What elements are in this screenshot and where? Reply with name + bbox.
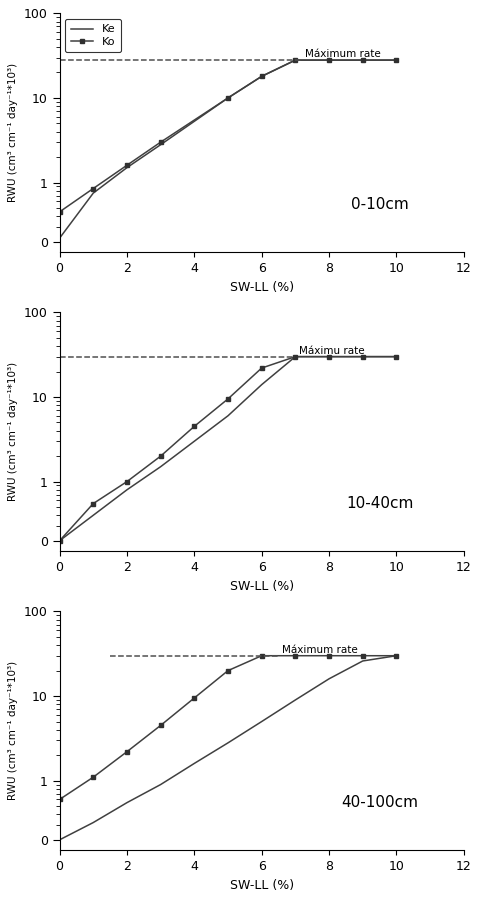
Text: 10-40cm: 10-40cm [346,496,413,511]
Ke [158,140,164,150]
Ko [192,421,197,432]
Ko [124,160,130,171]
Ko [360,651,366,661]
Ke [57,233,62,244]
Ko [158,720,164,731]
Ke [90,510,96,521]
X-axis label: SW-LL (%): SW-LL (%) [229,878,294,892]
Line: Ke: Ke [60,60,396,239]
Ke [326,673,332,684]
Ke [394,351,399,362]
Line: Ke: Ke [60,356,396,541]
Ke [292,695,298,706]
Ke [326,351,332,362]
Ke [124,797,130,808]
Line: Ko: Ko [57,58,399,214]
Ke [259,71,264,82]
Ke [124,484,130,495]
Ke [192,436,197,446]
Ko [124,476,130,487]
Ko [394,651,399,661]
Ko [192,693,197,704]
Ko [90,772,96,783]
Ke [292,55,298,66]
Ke [192,758,197,769]
Ko [124,746,130,757]
Ko [158,137,164,148]
Ko [292,351,298,362]
Ko [90,499,96,509]
Ke [158,462,164,472]
Ke [394,651,399,661]
Ke [394,55,399,66]
Ke [124,162,130,173]
Ko [292,55,298,66]
Ke [57,536,62,546]
Ko [360,55,366,66]
Ko [326,55,332,66]
Ko [225,665,231,676]
Legend: Ke, Ko: Ke, Ko [65,19,121,52]
Line: Ko: Ko [57,653,399,802]
Ko [360,351,366,362]
Ke [225,737,231,748]
Line: Ke: Ke [60,656,396,840]
Ko [158,451,164,462]
Y-axis label: RWU (cm³ cm⁻¹ day⁻¹*10³): RWU (cm³ cm⁻¹ day⁻¹*10³) [8,363,18,501]
Ko [57,536,62,546]
Ko [57,794,62,805]
Ke [90,817,96,828]
Ke [225,410,231,421]
X-axis label: SW-LL (%): SW-LL (%) [229,281,294,293]
Y-axis label: RWU (cm³ cm⁻¹ day⁻¹*10³): RWU (cm³ cm⁻¹ day⁻¹*10³) [8,662,18,800]
Ke [259,716,264,727]
Ke [158,779,164,790]
Line: Ko: Ko [57,355,399,544]
Ke [292,351,298,362]
Ko [259,71,264,82]
Ko [57,206,62,217]
Ko [225,93,231,104]
Ko [259,651,264,661]
Y-axis label: RWU (cm³ cm⁻¹ day⁻¹*10³): RWU (cm³ cm⁻¹ day⁻¹*10³) [8,63,18,202]
Ke [360,655,366,666]
X-axis label: SW-LL (%): SW-LL (%) [229,580,294,592]
Ke [259,379,264,390]
Ko [90,183,96,194]
Ko [394,55,399,66]
Ke [90,188,96,199]
Ko [259,363,264,374]
Text: Máximum rate: Máximum rate [282,645,358,655]
Ko [225,393,231,404]
Ko [326,651,332,661]
Ko [292,651,298,661]
Ko [394,351,399,362]
Ke [360,351,366,362]
Text: Máximum rate: Máximum rate [305,50,381,59]
Ke [360,55,366,66]
Ke [57,834,62,845]
Text: 0-10cm: 0-10cm [351,197,408,212]
Ko [326,351,332,362]
Text: 40-100cm: 40-100cm [341,796,418,810]
Text: Máximu rate: Máximu rate [299,346,364,356]
Ke [326,55,332,66]
Ke [225,93,231,104]
